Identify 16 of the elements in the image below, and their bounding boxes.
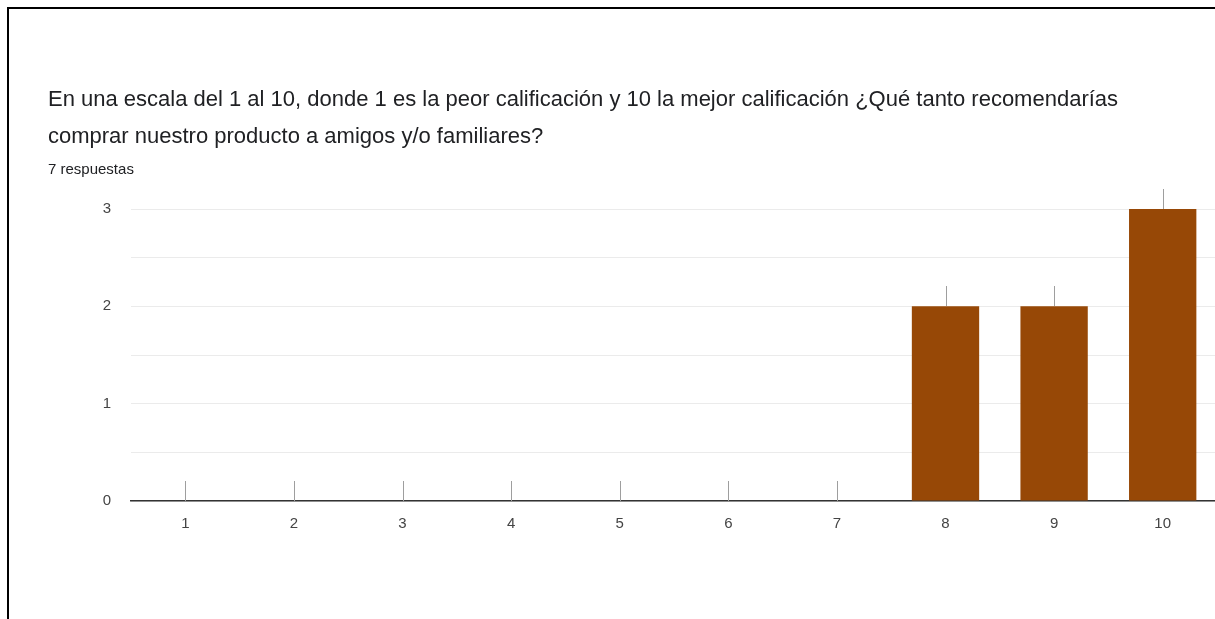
y-tick-label: 1 — [102, 393, 111, 411]
x-tick-label: 1 — [181, 514, 190, 532]
x-tick-label: 5 — [615, 514, 624, 532]
x-tick-label: 4 — [506, 514, 516, 532]
x-tick-label: 6 — [724, 514, 733, 532]
x-tick-label: 7 — [832, 514, 842, 532]
chart-title: En una escala del 1 al 10, donde 1 es la peor calificación y 10 la mejor calificación ¿Qué tanto recomendarías comprar nuestro producto a amigos y/o familiares? — [48, 85, 1120, 150]
x-tick-label: 2 — [289, 514, 299, 532]
y-tick-label: 0 — [102, 491, 111, 509]
x-tick-label: 10 — [1154, 514, 1172, 532]
y-tick-label: 3 — [102, 199, 111, 217]
y-tick-label: 2 — [102, 296, 111, 314]
x-tick-label: 9 — [1049, 514, 1059, 532]
x-tick-label: 8 — [941, 514, 950, 532]
chart-subtitle: 7 respuestas — [48, 160, 134, 177]
x-tick-label: 3 — [398, 514, 407, 532]
